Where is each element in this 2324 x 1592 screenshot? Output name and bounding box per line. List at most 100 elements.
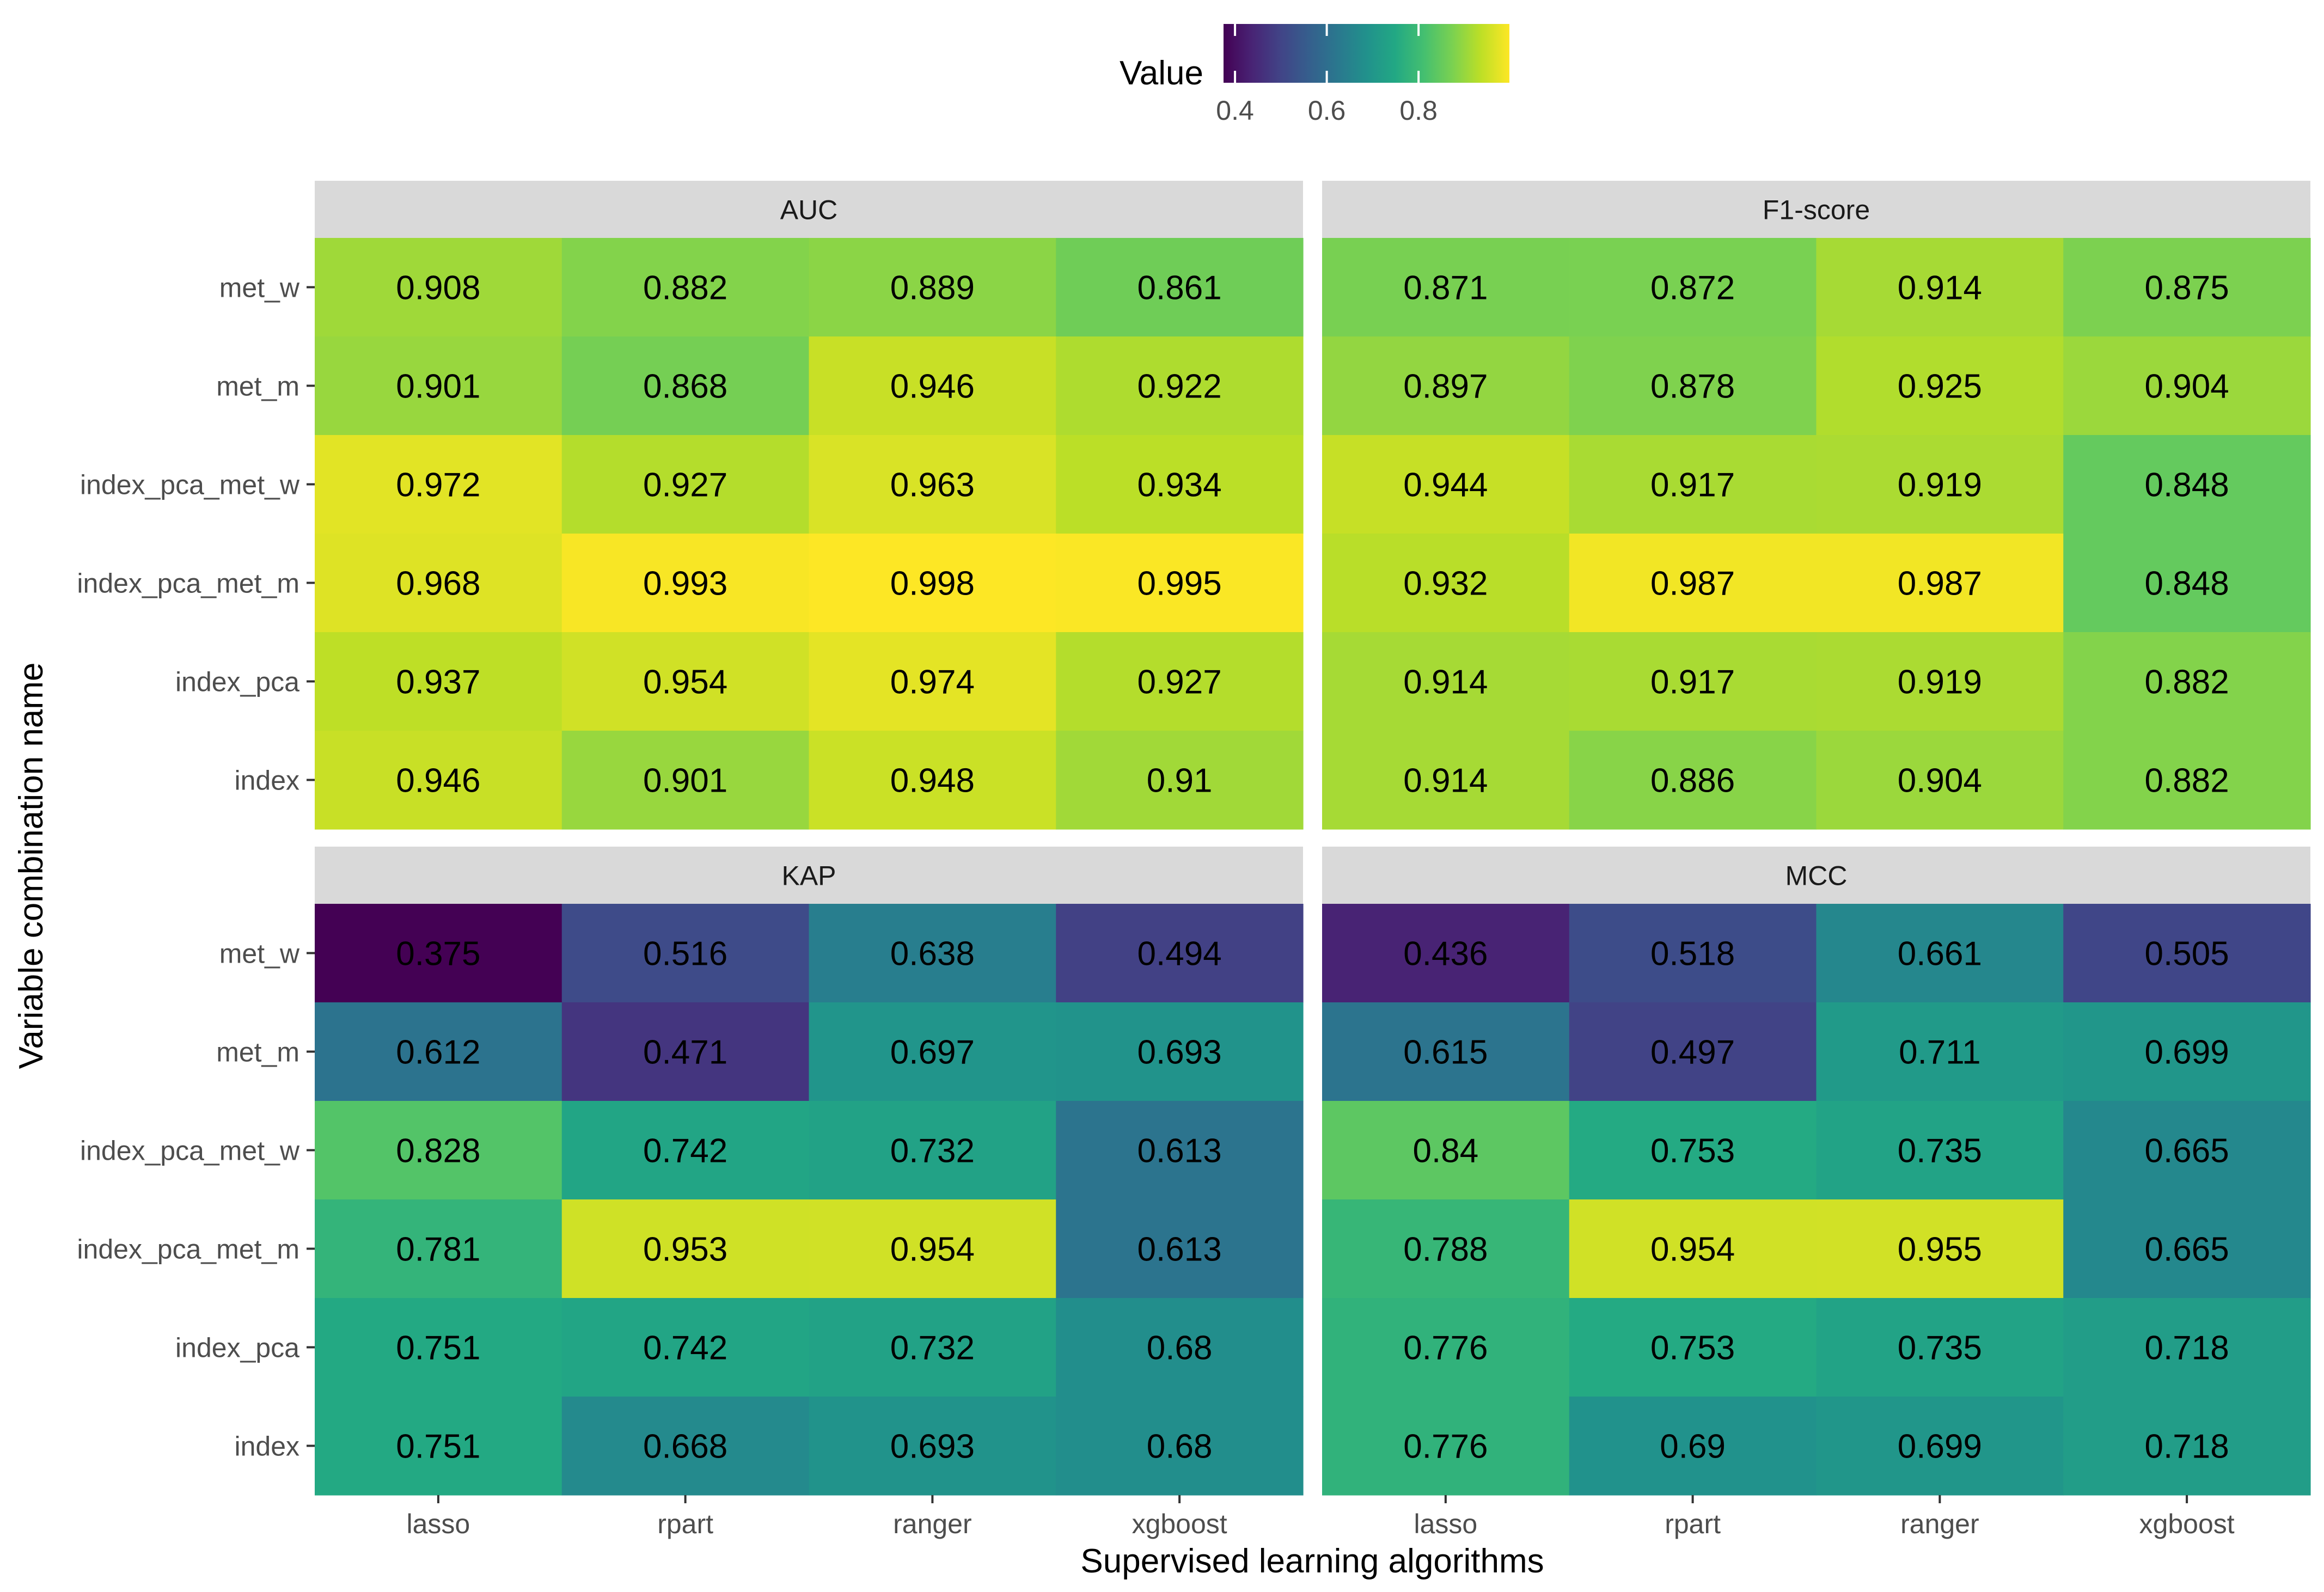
cell-value-label: 0.693 <box>890 1428 975 1466</box>
cell-value-label: 0.872 <box>1650 270 1735 307</box>
cell-value-label: 0.751 <box>396 1330 480 1367</box>
facet-strip <box>315 181 1303 238</box>
cell-value-label: 0.718 <box>2145 1330 2229 1367</box>
cell-value-label: 0.753 <box>1650 1330 1735 1367</box>
y-tick-label: index_pca_met_w <box>80 1136 300 1166</box>
cell-value-label: 0.927 <box>643 467 727 504</box>
cell-value-label: 0.751 <box>396 1428 480 1466</box>
cell-value-label: 0.505 <box>2145 935 2229 973</box>
heatmap-cell <box>1816 1397 2064 1496</box>
heatmap-cell <box>809 904 1056 1003</box>
heatmap-cell <box>1056 435 1304 534</box>
facet-panel-auc: AUC 0.908 0.882 0.889 0.861 0.901 0.868 0.946 0.… <box>315 181 1304 830</box>
facet-strip-label: AUC <box>780 195 838 225</box>
cell-value-label: 0.882 <box>643 270 727 307</box>
facet-panel-f1-score: F1-score 0.871 0.872 0.914 0.875 0.897 0.878 0.… <box>1322 181 2311 830</box>
cell-value-label: 0.914 <box>1403 762 1488 800</box>
cell-value-label: 0.963 <box>890 467 975 504</box>
cell-value-label: 0.953 <box>643 1231 727 1269</box>
heatmap-cell <box>1816 1101 2064 1200</box>
y-tick-label: index_pca_met_w <box>80 470 300 500</box>
heatmap-cell <box>2063 336 2311 436</box>
cell-value-label: 0.661 <box>1898 935 1982 973</box>
heatmap-cell <box>1816 1002 2064 1101</box>
cell-value-label: 0.948 <box>890 762 975 800</box>
heatmap-cell <box>1569 731 1817 830</box>
cell-value-label: 0.436 <box>1403 935 1488 973</box>
cell-value-label: 0.665 <box>2145 1132 2229 1170</box>
heatmap-cell <box>2063 1397 2311 1496</box>
facet-strip <box>315 847 1303 904</box>
heatmap-cell <box>315 238 562 337</box>
facet-strip <box>1322 181 2310 238</box>
heatmap-cell <box>1816 731 2064 830</box>
cell-value-label: 0.613 <box>1137 1231 1222 1269</box>
x-tick-label: xgboost <box>2139 1509 2235 1539</box>
cell-value-label: 0.954 <box>890 1231 975 1269</box>
legend-tick-label: 0.8 <box>1399 95 1438 126</box>
facet-strip-label: MCC <box>1785 861 1848 891</box>
cell-value-label: 0.987 <box>1898 565 1982 603</box>
heatmap-cell <box>2063 435 2311 534</box>
cell-value-label: 0.995 <box>1137 565 1222 603</box>
cell-value-label: 0.908 <box>396 270 480 307</box>
y-tick-label: index <box>234 766 299 796</box>
heatmap-cell <box>809 731 1056 830</box>
cell-value-label: 0.699 <box>2145 1034 2229 1071</box>
heatmap-cell <box>1569 632 1817 731</box>
cell-value-label: 0.732 <box>890 1330 975 1367</box>
cell-value-label: 0.955 <box>1898 1231 1982 1269</box>
cell-value-label: 0.494 <box>1137 935 1222 973</box>
cell-value-label: 0.917 <box>1650 467 1735 504</box>
facet-strip-label: KAP <box>781 861 836 891</box>
heatmap-cell <box>1056 534 1304 633</box>
heatmap-cell <box>2063 238 2311 337</box>
heatmap-cell <box>315 1199 562 1299</box>
cell-value-label: 0.882 <box>2145 664 2229 701</box>
heatmap-cell <box>1322 1397 1570 1496</box>
cell-value-label: 0.932 <box>1403 565 1488 603</box>
cell-value-label: 0.901 <box>643 762 727 800</box>
cell-value-label: 0.871 <box>1403 270 1488 307</box>
y-tick-label: met_w <box>219 273 300 303</box>
y-tick-label: index_pca_met_m <box>77 1234 299 1265</box>
heatmap-cell <box>315 731 562 830</box>
x-tick-label: xgboost <box>1132 1509 1227 1539</box>
heatmap-cell <box>1056 336 1304 436</box>
cell-value-label: 0.993 <box>643 565 727 603</box>
cell-value-label: 0.882 <box>2145 762 2229 800</box>
cell-value-label: 0.699 <box>1898 1428 1982 1466</box>
heatmap-cell <box>809 435 1056 534</box>
facet-strip <box>1322 847 2310 904</box>
legend-title: Value <box>1120 54 1203 92</box>
y-tick-label: met_w <box>219 939 300 969</box>
heatmap-cell <box>809 1199 1056 1299</box>
heatmap-cell <box>1056 632 1304 731</box>
cell-value-label: 0.91 <box>1147 762 1213 800</box>
heatmap-cell <box>1056 238 1304 337</box>
heatmap-cell <box>561 336 810 436</box>
heatmap-cell <box>561 1199 810 1299</box>
heatmap-cell <box>2063 1002 2311 1101</box>
x-tick-label: rpart <box>657 1509 713 1539</box>
heatmap-cell <box>1322 238 1570 337</box>
cell-value-label: 0.897 <box>1403 368 1488 406</box>
heatmap-cell <box>809 534 1056 633</box>
heatmap-cell <box>561 238 810 337</box>
cell-value-label: 0.944 <box>1403 467 1488 504</box>
heatmap-cell <box>1322 435 1570 534</box>
heatmap-cell <box>561 904 810 1003</box>
cell-value-label: 0.735 <box>1898 1330 1982 1367</box>
x-tick-label: rpart <box>1665 1509 1721 1539</box>
cell-value-label: 0.946 <box>396 762 480 800</box>
heatmap-cell <box>809 1002 1056 1101</box>
heatmap-cell <box>1322 1199 1570 1299</box>
heatmap-cell <box>2063 1199 2311 1299</box>
cell-value-label: 0.968 <box>396 565 480 603</box>
heatmap-cell <box>315 1397 562 1496</box>
heatmap-cell <box>1056 904 1304 1003</box>
heatmap-cell <box>1816 336 2064 436</box>
heatmap-cell <box>1569 1002 1817 1101</box>
heatmap-cell <box>2063 731 2311 830</box>
